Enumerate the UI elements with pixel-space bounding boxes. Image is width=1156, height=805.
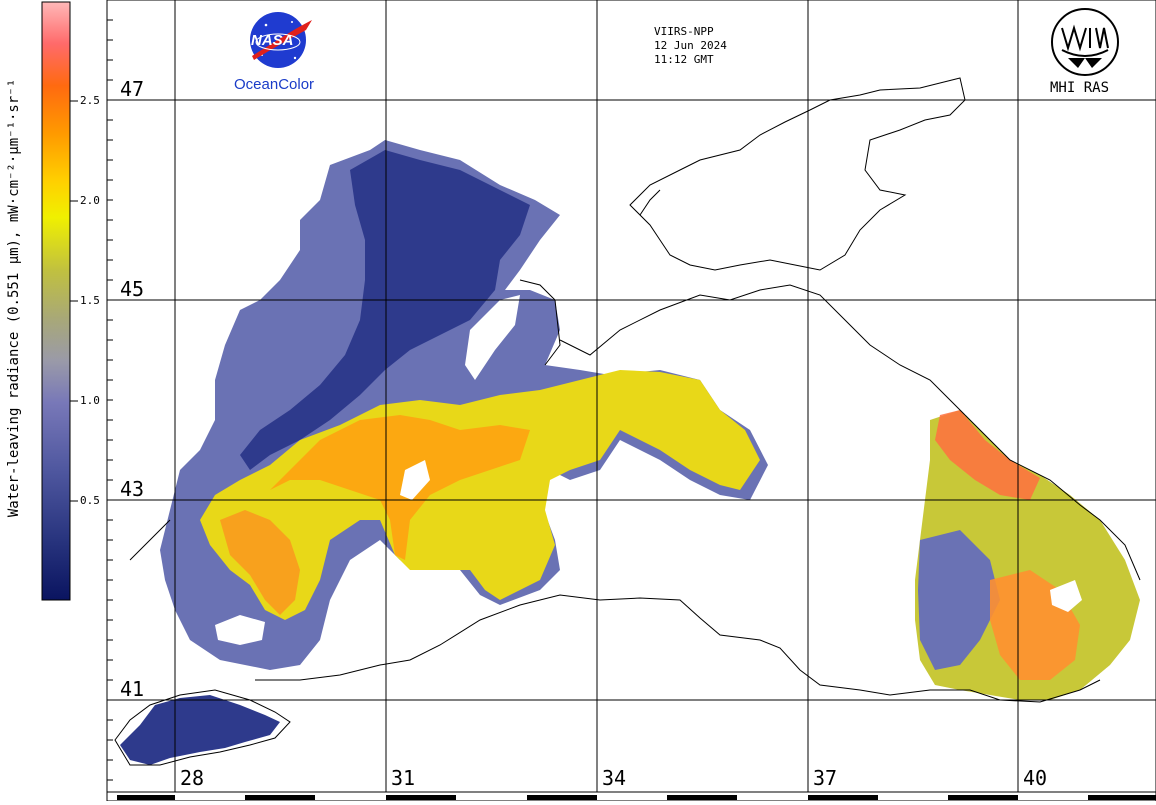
- cloud-gap: [400, 460, 430, 500]
- longitude-label: 40: [1023, 766, 1048, 790]
- eastern-coast-bloom: [935, 410, 1040, 500]
- acquisition-time: 11:12 GMT: [654, 53, 714, 66]
- nasa-logo-text: NASA: [251, 32, 294, 49]
- cloud-gap: [465, 295, 520, 380]
- latitude-label: 43: [120, 477, 145, 501]
- latitude-label: 47: [120, 77, 145, 101]
- colorbar-tick: 0.5: [80, 494, 100, 507]
- colorbar-tick: 1.5: [80, 294, 100, 307]
- mhi-ras-caption: MHI RAS: [1050, 80, 1110, 96]
- left-axis-ticks: [107, 19, 113, 781]
- colorbar-ticks: [70, 100, 78, 502]
- nasa-logo: [250, 12, 312, 68]
- colorbar-label: Water-leaving radiance (0.551 µm), mW·cm…: [6, 78, 22, 518]
- colorbar-tick: 1.0: [80, 394, 100, 407]
- southwest-bloom-core: [220, 510, 300, 615]
- colorbar-tick: 2.0: [80, 194, 100, 207]
- colorbar-tick: 2.5: [80, 94, 100, 107]
- bottom-scale-bar: [106, 791, 1156, 802]
- cloud-gap: [1050, 580, 1082, 612]
- eastern-sea-blue: [918, 530, 1000, 670]
- oceancolor-caption: OceanColor: [234, 76, 315, 93]
- mhi-ras-logo: [1051, 8, 1119, 76]
- latitude-label: 45: [120, 277, 145, 301]
- coastline: [114, 77, 1141, 766]
- longitude-label: 31: [391, 766, 416, 790]
- azov-sea-radiance: [640, 120, 880, 270]
- longitude-label: 28: [180, 766, 205, 790]
- marmara-sea-radiance: [120, 695, 280, 765]
- west-bloom-core: [270, 415, 530, 560]
- colorbar: [41, 1, 71, 601]
- longitude-label: 37: [813, 766, 838, 790]
- cloud-gap: [215, 615, 265, 645]
- satellite-info: VIIRS-NPP 12 Jun 2024 11:12 GMT: [654, 25, 727, 67]
- northwest-shelf-radiance: [240, 150, 530, 470]
- lat-lon-grid: [107, 0, 1156, 792]
- acquisition-date: 12 Jun 2024: [654, 39, 727, 52]
- latitude-label: 41: [120, 677, 145, 701]
- sensor-name: VIIRS-NPP: [654, 25, 714, 38]
- longitude-label: 34: [602, 766, 627, 790]
